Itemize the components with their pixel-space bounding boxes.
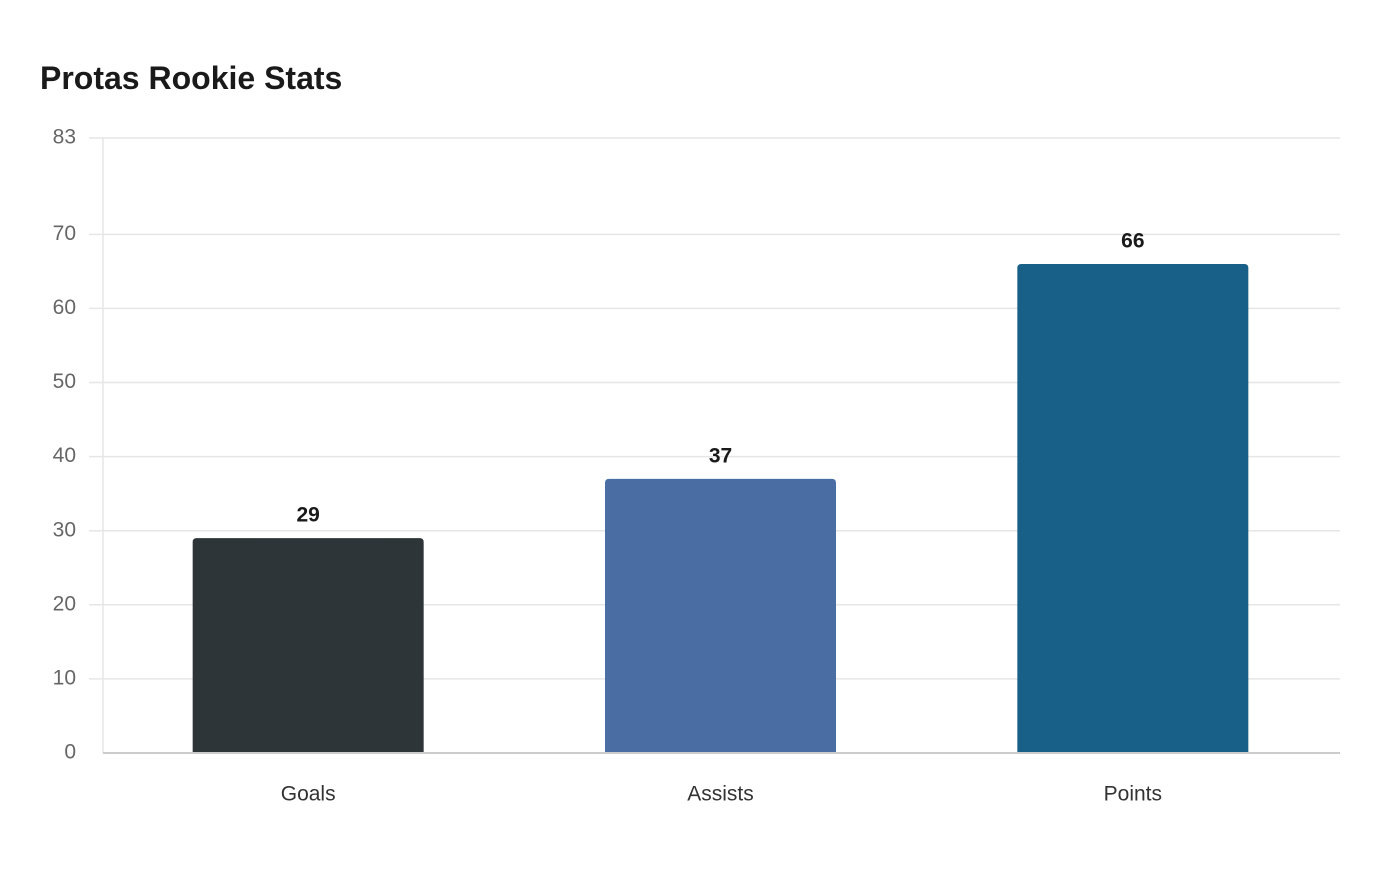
data-label: 29 bbox=[296, 504, 319, 527]
bar-assists bbox=[605, 478, 836, 753]
x-tick-label: Points bbox=[1104, 783, 1162, 806]
y-tick-label: 70 bbox=[53, 222, 76, 245]
bars bbox=[192, 263, 1249, 753]
x-tick-label: Goals bbox=[281, 783, 336, 806]
x-axis-ticks: Goals Assists Points bbox=[281, 783, 1162, 806]
data-label: 37 bbox=[709, 444, 732, 467]
y-tick-label: 50 bbox=[53, 370, 76, 393]
bar-goals bbox=[192, 538, 424, 753]
bar-points bbox=[1017, 263, 1249, 753]
data-labels: 29 37 66 bbox=[296, 230, 1144, 527]
y-tick-label: 40 bbox=[53, 444, 76, 467]
y-tick-label: 10 bbox=[53, 666, 76, 689]
y-tick-label: 30 bbox=[53, 518, 76, 541]
data-label: 66 bbox=[1121, 230, 1144, 253]
y-tick-label: 0 bbox=[64, 741, 76, 764]
y-tick-label: 83 bbox=[53, 126, 76, 149]
y-tick-label: 60 bbox=[53, 296, 76, 319]
y-axis-ticks: 0 10 20 30 40 50 60 70 83 bbox=[53, 126, 76, 764]
chart-title: Protas Rookie Stats bbox=[40, 60, 343, 96]
y-tick-label: 20 bbox=[53, 592, 76, 615]
x-tick-label: Assists bbox=[687, 783, 754, 806]
axes bbox=[102, 138, 1340, 754]
